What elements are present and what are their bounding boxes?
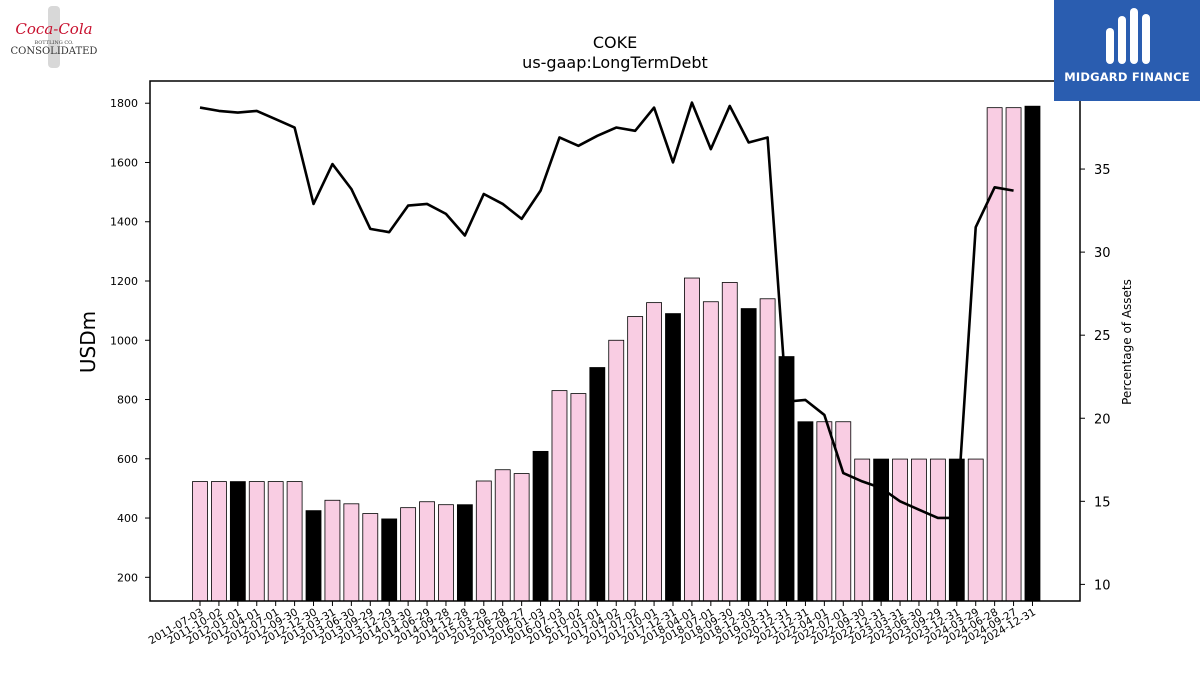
y2-tick-label: 20 bbox=[1094, 412, 1111, 427]
bar-2014-09-28 bbox=[438, 504, 454, 602]
bar-2015-09-27 bbox=[513, 473, 530, 602]
bar-2022-07-01 bbox=[835, 421, 852, 602]
bar-2024-06-28 bbox=[986, 107, 1003, 602]
bar-2024-03-29 bbox=[967, 458, 984, 602]
bars-layer bbox=[192, 105, 1041, 602]
bar-2014-06-29 bbox=[419, 501, 435, 602]
bar-2014-12-28 bbox=[456, 504, 473, 602]
y2-tick-label: 10 bbox=[1094, 578, 1111, 593]
bar-2022-12-31 bbox=[873, 458, 890, 602]
y2-axis-label: Percentage of Assets bbox=[1120, 279, 1134, 405]
coca-cola-consolidated-logo: Coca-Cola BOTTLING CO. CONSOLIDATED bbox=[4, 4, 104, 70]
bar-2015-03-29 bbox=[475, 480, 492, 602]
bar-2024-12-31 bbox=[1024, 105, 1041, 602]
line-layer bbox=[199, 101, 1014, 520]
y2-tick-label: 30 bbox=[1094, 246, 1111, 261]
y-tick-label: 200 bbox=[117, 571, 138, 584]
logo-brand-text: Coca-Cola bbox=[15, 20, 92, 38]
pct-assets-line bbox=[199, 101, 1014, 520]
bar-2017-04-02 bbox=[608, 339, 625, 602]
bar-2023-09-29 bbox=[929, 458, 946, 602]
y-tick-label: 400 bbox=[117, 512, 138, 525]
midgard-mark-icon bbox=[1106, 8, 1150, 64]
bar-2012-04-01 bbox=[248, 481, 265, 602]
bar-2023-06-30 bbox=[911, 458, 927, 602]
plot-frame bbox=[149, 80, 1081, 602]
bar-2022-04-01 bbox=[816, 421, 833, 602]
bar-2018-12-30 bbox=[740, 308, 757, 602]
midgard-brand-text: MIDGARD FINANCE bbox=[1064, 70, 1190, 84]
bottle-icon bbox=[48, 6, 60, 68]
bar-2016-07-03 bbox=[551, 390, 568, 602]
bar-2017-07-02 bbox=[627, 316, 644, 602]
bar-2018-07-01 bbox=[702, 301, 719, 602]
bar-2012-01-01 bbox=[229, 481, 246, 602]
chart-subtitle: us-gaap:LongTermDebt bbox=[522, 53, 708, 72]
bar-2014-03-30 bbox=[400, 507, 417, 602]
bar-2016-10-02 bbox=[570, 393, 587, 602]
bar-2011-10-02 bbox=[211, 481, 227, 602]
y-axis-label: USDm bbox=[76, 311, 100, 373]
bar-2012-12-30 bbox=[305, 510, 322, 602]
y-tick-label: 800 bbox=[117, 394, 138, 407]
y-tick-label: 1000 bbox=[110, 334, 138, 347]
logo-sub-text: BOTTLING CO. bbox=[34, 40, 74, 46]
y-tick-label: 1400 bbox=[110, 216, 138, 229]
bar-2017-12-31 bbox=[665, 313, 681, 602]
chart-title: COKE bbox=[593, 33, 637, 52]
axes-layer: 200 400 600 800 1000 1200 1400 1600 1800 10 15 20 25… bbox=[110, 80, 1111, 647]
bar-2012-09-30 bbox=[286, 481, 303, 602]
y-tick-label: 1200 bbox=[110, 275, 138, 288]
bar-2013-12-29 bbox=[381, 518, 398, 602]
y-tick-label: 1600 bbox=[110, 156, 138, 169]
bar-2023-03-31 bbox=[892, 458, 908, 602]
bar-2011-07-03 bbox=[192, 481, 208, 602]
midgard-finance-logo: MIDGARD FINANCE bbox=[1054, 0, 1200, 101]
bar-2015-06-28 bbox=[494, 469, 511, 602]
bar-2013-06-30 bbox=[343, 503, 360, 602]
bar-2012-07-01 bbox=[267, 481, 284, 602]
bar-2019-03-31 bbox=[759, 298, 776, 602]
y2-tick-label: 15 bbox=[1094, 495, 1111, 510]
y-tick-label: 600 bbox=[117, 453, 138, 466]
y2-tick-label: 25 bbox=[1094, 329, 1111, 344]
bar-2017-01-01 bbox=[589, 367, 606, 602]
bar-2024-09-27 bbox=[1005, 107, 1022, 602]
bar-2018-09-30 bbox=[721, 282, 738, 602]
bar-2021-12-31 bbox=[797, 421, 814, 602]
y2-tick-label: 35 bbox=[1094, 163, 1111, 178]
bar-2013-03-31 bbox=[324, 499, 341, 602]
bar-2016-01-03 bbox=[532, 450, 549, 602]
bar-2017-10-01 bbox=[646, 302, 662, 602]
bar-2013-09-29 bbox=[362, 513, 379, 602]
bar-2018-04-01 bbox=[684, 277, 700, 602]
y-tick-label: 1800 bbox=[110, 97, 138, 110]
bar-2023-12-31 bbox=[948, 458, 965, 602]
logo-name-text: CONSOLIDATED bbox=[11, 46, 98, 57]
